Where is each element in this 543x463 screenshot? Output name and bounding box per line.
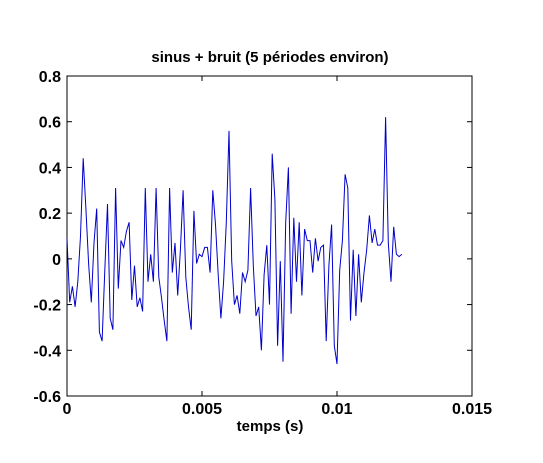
x-tick-label: 0 xyxy=(63,401,72,418)
y-tick-label: 0 xyxy=(52,252,61,269)
y-tick-label: -0.6 xyxy=(33,389,61,406)
y-tick-label: 0.6 xyxy=(39,115,61,132)
y-tick-label: -0.2 xyxy=(33,298,61,315)
x-axis: 0 0.005 0.01 0.015 xyxy=(63,76,492,418)
plot-area xyxy=(66,75,473,397)
x-axis-title: temps (s) xyxy=(237,418,304,435)
x-tick-label: 0.005 xyxy=(182,401,222,418)
y-tick-label: 0.4 xyxy=(39,160,61,177)
series-line xyxy=(66,117,403,365)
axes-frame xyxy=(66,75,473,397)
y-axis: -0.6 -0.4 -0.2 0 0.2 0.4 0.6 0.8 xyxy=(33,69,472,406)
x-tick-label: 0.015 xyxy=(452,401,492,418)
y-tick-label: -0.4 xyxy=(33,343,61,360)
y-tick-label: 0.2 xyxy=(39,206,61,223)
x-tick-label: 0.01 xyxy=(321,401,352,418)
chart-title: sinus + bruit (5 périodes environ) xyxy=(151,49,388,66)
y-tick-label: 0.8 xyxy=(39,69,61,86)
